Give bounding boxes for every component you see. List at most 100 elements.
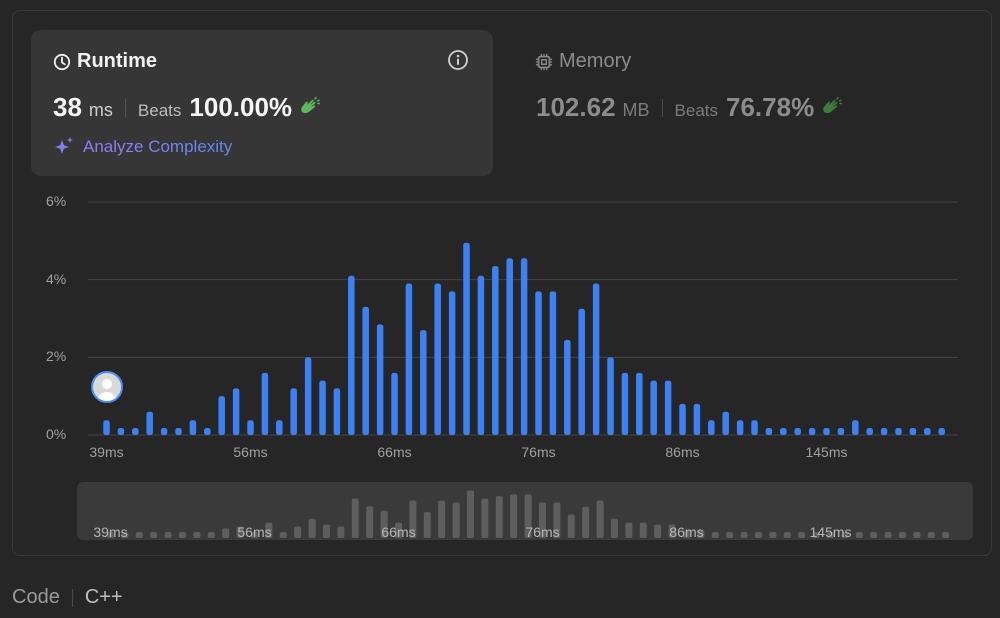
overview-bar <box>395 522 402 538</box>
distribution-bar[interactable] <box>290 388 297 435</box>
overview-bar <box>150 532 158 538</box>
distribution-bar[interactable] <box>909 428 917 435</box>
distribution-bar[interactable] <box>333 388 341 435</box>
distribution-bar[interactable] <box>780 428 787 435</box>
overview-bar <box>222 528 230 538</box>
distribution-bar[interactable] <box>434 283 441 435</box>
distribution-bar[interactable] <box>506 258 513 435</box>
overview-tick-label: 86ms <box>669 524 704 540</box>
distribution-bar[interactable] <box>520 258 528 435</box>
distribution-bar[interactable] <box>420 330 427 435</box>
distribution-bar[interactable] <box>650 380 657 435</box>
overview-bar <box>697 530 705 538</box>
distribution-bar[interactable] <box>117 428 125 435</box>
distribution-bar[interactable] <box>751 420 758 435</box>
runtime-beats-label: Beats <box>137 101 182 120</box>
distribution-bar[interactable] <box>636 372 643 435</box>
x-tick-label: 56ms <box>233 444 268 460</box>
overview-bar <box>308 518 316 538</box>
memory-header[interactable]: Memory <box>535 50 631 73</box>
overview-bar <box>452 502 460 538</box>
distribution-bar[interactable] <box>621 372 629 435</box>
overview-bar <box>510 494 518 538</box>
distribution-bar[interactable] <box>276 420 283 435</box>
overview-tick-label: 76ms <box>525 524 560 540</box>
distribution-bar[interactable] <box>722 411 729 435</box>
distribution-bar[interactable] <box>564 339 571 435</box>
overview-bar <box>783 532 791 538</box>
distribution-bar[interactable] <box>204 428 211 435</box>
runtime-metric: 38 ms Beats 100.00% <box>53 92 321 123</box>
distribution-bar[interactable] <box>607 357 614 435</box>
analyze-complexity-button[interactable]: Analyze Complexity <box>53 136 232 158</box>
clap-icon <box>823 96 843 113</box>
distribution-bar[interactable] <box>679 403 686 435</box>
overview-bar <box>942 532 950 538</box>
x-tick-label: 86ms <box>665 444 700 460</box>
distribution-bar[interactable] <box>924 428 931 435</box>
distribution-bar[interactable] <box>146 411 153 435</box>
distribution-bar[interactable] <box>103 420 110 435</box>
distribution-bar[interactable] <box>261 372 269 435</box>
distribution-bar[interactable] <box>247 420 254 435</box>
language-label[interactable]: C++ <box>84 586 123 608</box>
overview-bar <box>611 518 618 538</box>
overview-bar <box>870 532 878 538</box>
distribution-bar[interactable] <box>463 242 470 435</box>
distribution-bar[interactable] <box>808 428 816 435</box>
overview-bar <box>841 532 849 538</box>
x-tick-label: 66ms <box>377 444 412 460</box>
overview-bar <box>812 532 820 538</box>
distribution-bar[interactable] <box>218 396 225 435</box>
distribution-bar[interactable] <box>592 283 600 435</box>
distribution-bar[interactable] <box>938 428 945 435</box>
distribution-bar[interactable] <box>362 306 369 435</box>
distribution-bar[interactable] <box>794 428 801 435</box>
distribution-bar[interactable] <box>132 428 139 435</box>
runtime-card[interactable]: Runtime 38 ms Beats 100.00% Analyze Comp… <box>31 30 493 176</box>
distribution-bar[interactable] <box>736 420 744 435</box>
distribution-bar[interactable] <box>376 324 384 435</box>
distribution-bar[interactable] <box>304 357 312 435</box>
distribution-bar[interactable] <box>448 291 456 435</box>
runtime-value: 38 <box>53 92 82 122</box>
distribution-bar[interactable] <box>578 308 585 435</box>
overview-bar <box>913 532 921 538</box>
distribution-bar[interactable] <box>391 372 398 435</box>
analyze-complexity-label: Analyze Complexity <box>83 137 233 156</box>
distribution-bar[interactable] <box>348 275 355 435</box>
distribution-bar[interactable] <box>837 428 845 435</box>
distribution-bar[interactable] <box>232 388 240 435</box>
info-icon[interactable] <box>447 49 469 71</box>
overview-tick-label: 56ms <box>237 524 272 540</box>
distribution-bar[interactable] <box>189 420 197 435</box>
distribution-bar[interactable] <box>535 291 542 435</box>
distribution-bar[interactable] <box>765 428 773 435</box>
distribution-bar[interactable] <box>160 428 168 435</box>
overview-tick-label: 39ms <box>93 524 128 540</box>
user-avatar-marker[interactable] <box>91 371 123 403</box>
overview-bar <box>409 500 417 538</box>
distribution-bar[interactable] <box>693 403 701 435</box>
overview-bar <box>107 532 114 538</box>
distribution-bar[interactable] <box>895 428 902 435</box>
distribution-bar[interactable] <box>477 275 485 435</box>
user-icon <box>97 379 117 401</box>
distribution-bar[interactable] <box>708 420 715 435</box>
overview-bar <box>668 524 676 538</box>
distribution-bar[interactable] <box>175 428 182 435</box>
overview-bar <box>467 490 474 538</box>
distribution-bar[interactable] <box>823 428 830 435</box>
distribution-bar[interactable] <box>852 420 859 435</box>
distribution-bar[interactable] <box>866 428 873 435</box>
distribution-bar[interactable] <box>405 283 413 435</box>
distribution-bar[interactable] <box>880 428 888 435</box>
distribution-bar[interactable] <box>549 291 557 435</box>
overview-bar <box>207 532 215 538</box>
overview-bar <box>236 526 244 538</box>
distribution-bar[interactable] <box>664 380 672 435</box>
y-tick-label: 0% <box>46 426 67 442</box>
distribution-bar[interactable] <box>492 266 499 435</box>
distribution-bar[interactable] <box>319 380 326 435</box>
runtime-distribution-chart <box>88 201 958 538</box>
